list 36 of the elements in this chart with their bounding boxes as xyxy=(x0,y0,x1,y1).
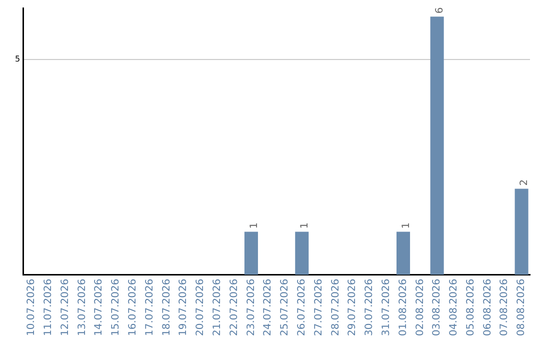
x-tick-label: 16.07.2026 xyxy=(128,278,139,336)
x-tick-label: 28.07.2026 xyxy=(330,278,342,336)
x-tick-label: 24.07.2026 xyxy=(262,278,274,336)
data-label: 6 xyxy=(434,7,446,14)
x-tick-label: 11.07.2026 xyxy=(43,278,54,336)
x-tick-label: 29.07.2026 xyxy=(347,278,358,336)
x-tick-label: 20.07.2026 xyxy=(195,278,206,336)
x-tick-label: 07.08.2026 xyxy=(499,278,510,336)
x-tick-label: 18.07.2026 xyxy=(161,278,172,336)
data-label: 1 xyxy=(299,222,310,229)
x-tick-label: 05.08.2026 xyxy=(465,278,476,336)
x-tick-label: 21.07.2026 xyxy=(212,278,223,336)
x-tick-label: 03.08.2026 xyxy=(432,278,443,336)
x-tick-label: 30.07.2026 xyxy=(364,278,376,336)
x-tick-label: 15.07.2026 xyxy=(110,278,122,336)
x-tick-label: 10.07.2026 xyxy=(26,278,38,336)
x-tick-label: 14.07.2026 xyxy=(94,278,105,336)
data-label: 1 xyxy=(248,222,260,229)
data-label: 2 xyxy=(519,179,530,186)
x-tick-label: 26.07.2026 xyxy=(296,278,308,336)
x-tick-label: 27.07.2026 xyxy=(313,278,324,336)
data-label: 1 xyxy=(400,222,412,229)
x-tick-label: 25.07.2026 xyxy=(280,278,291,336)
y-tick-label: 5 xyxy=(14,54,20,64)
x-tick-label: 19.07.2026 xyxy=(178,278,190,336)
x-tick-label: 06.08.2026 xyxy=(482,278,494,336)
x-tick-label: 17.07.2026 xyxy=(144,278,156,336)
x-tick-label: 04.08.2026 xyxy=(448,278,460,336)
x-tick-label: 22.07.2026 xyxy=(228,278,240,336)
x-tick-label: 08.08.2026 xyxy=(516,278,528,336)
x-tick-label: 12.07.2026 xyxy=(60,278,71,336)
x-tick-label: 13.07.2026 xyxy=(76,278,88,336)
x-tick-label: 01.08.2026 xyxy=(398,278,409,336)
x-tick-label: 23.07.2026 xyxy=(246,278,257,336)
x-tick-label: 31.07.2026 xyxy=(380,278,392,336)
x-tick-label: 02.08.2026 xyxy=(414,278,426,336)
